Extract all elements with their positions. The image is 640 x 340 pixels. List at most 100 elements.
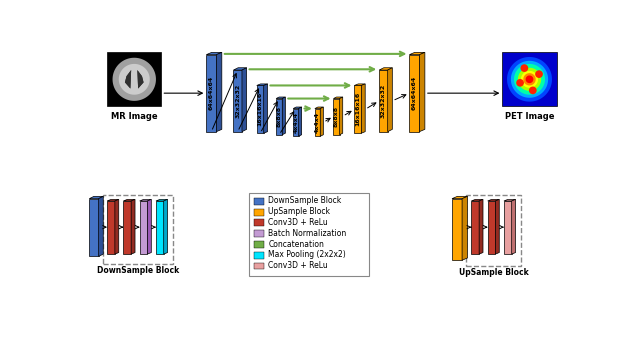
Polygon shape [362, 84, 365, 133]
Bar [253, 219, 264, 226]
Text: DownSample Block: DownSample Block [97, 267, 179, 275]
Text: 64x64x64: 64x64x64 [412, 76, 417, 110]
Text: 32x32x32: 32x32x32 [381, 84, 386, 118]
Polygon shape [511, 200, 516, 254]
Polygon shape [115, 200, 119, 254]
Polygon shape [206, 55, 216, 132]
Polygon shape [379, 70, 388, 132]
Circle shape [529, 86, 537, 94]
Polygon shape [125, 70, 131, 88]
Polygon shape [242, 68, 246, 132]
Polygon shape [125, 70, 131, 88]
Polygon shape [511, 61, 548, 98]
Text: 64x64x64: 64x64x64 [209, 76, 214, 110]
Polygon shape [147, 200, 151, 254]
Text: Max Pooling (2x2x2): Max Pooling (2x2x2) [268, 250, 346, 259]
Polygon shape [138, 70, 143, 88]
Polygon shape [320, 107, 323, 136]
Bar [107, 52, 161, 106]
Polygon shape [90, 196, 103, 199]
Text: Conv3D + ReLu: Conv3D + ReLu [268, 218, 328, 227]
Polygon shape [462, 196, 467, 260]
Text: DownSample Block: DownSample Block [268, 197, 342, 205]
Bar [253, 198, 264, 205]
Text: 4x4x4: 4x4x4 [315, 112, 320, 133]
Polygon shape [504, 201, 511, 254]
Text: UpSample Block: UpSample Block [459, 268, 529, 277]
Polygon shape [315, 108, 320, 136]
Bar [249, 193, 369, 276]
Polygon shape [156, 201, 164, 254]
Text: 16x16x16: 16x16x16 [258, 92, 262, 126]
Polygon shape [140, 201, 147, 254]
Polygon shape [333, 99, 340, 135]
Polygon shape [452, 199, 462, 260]
Polygon shape [216, 52, 222, 132]
Polygon shape [234, 68, 246, 70]
Polygon shape [315, 107, 323, 108]
Bar [253, 230, 264, 237]
Polygon shape [113, 58, 156, 101]
Text: MR Image: MR Image [111, 113, 157, 121]
Polygon shape [525, 75, 533, 83]
Text: 4x4x4: 4x4x4 [293, 112, 298, 133]
Circle shape [535, 70, 543, 78]
Polygon shape [131, 200, 135, 254]
Polygon shape [164, 200, 168, 254]
Text: 16x16x16: 16x16x16 [355, 92, 360, 126]
Circle shape [520, 64, 528, 72]
Polygon shape [333, 97, 343, 99]
Bar [502, 52, 557, 106]
Polygon shape [257, 84, 268, 85]
Polygon shape [507, 57, 552, 102]
Polygon shape [257, 85, 264, 133]
Polygon shape [495, 200, 499, 254]
Bar [253, 209, 264, 216]
Text: UpSample Block: UpSample Block [268, 207, 330, 216]
Polygon shape [107, 200, 119, 201]
Polygon shape [504, 200, 516, 201]
Polygon shape [410, 55, 419, 132]
Text: 32x32x32: 32x32x32 [236, 84, 240, 118]
Polygon shape [472, 201, 479, 254]
Polygon shape [419, 52, 425, 132]
Polygon shape [124, 201, 131, 254]
Polygon shape [276, 97, 285, 99]
Polygon shape [206, 52, 222, 55]
Text: Conv3D + ReLu: Conv3D + ReLu [268, 261, 328, 270]
Circle shape [516, 79, 524, 87]
Polygon shape [472, 200, 483, 201]
Polygon shape [293, 108, 298, 136]
Polygon shape [355, 84, 365, 85]
Text: PET Image: PET Image [505, 113, 554, 121]
Polygon shape [452, 196, 467, 199]
Bar [253, 252, 264, 259]
Polygon shape [276, 99, 282, 135]
Polygon shape [379, 68, 392, 70]
Text: 8x8x8: 8x8x8 [276, 106, 282, 127]
Polygon shape [518, 68, 541, 91]
Polygon shape [119, 64, 150, 95]
Polygon shape [479, 200, 483, 254]
Polygon shape [140, 200, 151, 201]
Polygon shape [340, 97, 343, 135]
Polygon shape [264, 84, 268, 133]
Polygon shape [488, 201, 495, 254]
Text: 8x8x8: 8x8x8 [334, 106, 339, 127]
Bar [253, 262, 264, 270]
Polygon shape [488, 200, 499, 201]
Polygon shape [156, 200, 168, 201]
Polygon shape [388, 68, 392, 132]
Polygon shape [514, 64, 545, 95]
Polygon shape [355, 85, 362, 133]
Polygon shape [90, 199, 99, 256]
Polygon shape [99, 196, 103, 256]
Polygon shape [107, 201, 115, 254]
Polygon shape [410, 52, 425, 55]
Polygon shape [124, 200, 135, 201]
Polygon shape [138, 70, 143, 88]
Polygon shape [282, 97, 285, 135]
Polygon shape [298, 107, 301, 136]
Bar [253, 241, 264, 248]
Polygon shape [521, 71, 538, 88]
